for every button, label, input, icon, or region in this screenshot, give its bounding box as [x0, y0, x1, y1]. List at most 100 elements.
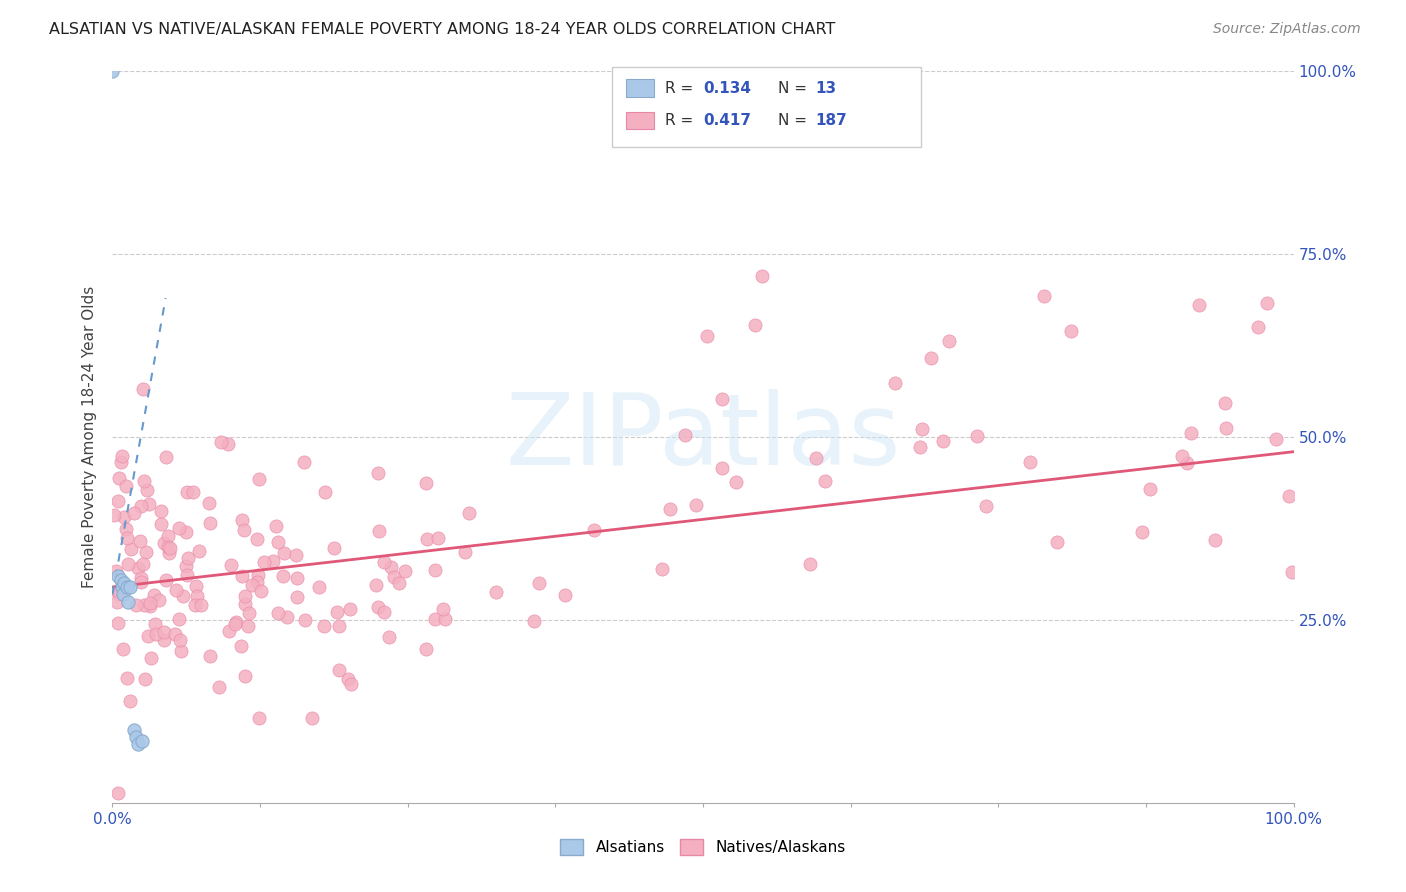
- Point: [120, 580, 142, 594]
- Point: [380, 560, 402, 574]
- Point: [117, 558, 139, 572]
- Point: [751, 269, 773, 284]
- Point: [415, 475, 437, 490]
- Point: [174, 525, 197, 540]
- Point: [938, 334, 960, 349]
- Point: [427, 531, 450, 545]
- Point: [1215, 395, 1237, 409]
- Point: [105, 595, 128, 609]
- Point: [710, 460, 733, 475]
- Point: [651, 562, 673, 576]
- Text: R =: R =: [665, 81, 699, 95]
- Point: [685, 498, 707, 512]
- Point: [285, 590, 308, 604]
- Point: [246, 533, 269, 547]
- Point: [1060, 324, 1083, 338]
- Point: [153, 536, 176, 550]
- Point: [153, 624, 176, 639]
- Point: [231, 513, 253, 527]
- Point: [145, 627, 167, 641]
- Point: [696, 328, 718, 343]
- Point: [218, 624, 240, 638]
- Point: [104, 565, 127, 579]
- Point: [423, 563, 446, 577]
- Point: [198, 516, 221, 531]
- Point: [165, 583, 187, 598]
- Point: [932, 434, 955, 448]
- Point: [1033, 289, 1056, 303]
- Point: [139, 596, 162, 610]
- Point: [367, 600, 389, 615]
- Point: [423, 612, 446, 626]
- Point: [911, 422, 934, 436]
- Point: [186, 590, 208, 604]
- Point: [301, 711, 323, 725]
- Point: [1019, 455, 1042, 469]
- Text: Source: ZipAtlas.com: Source: ZipAtlas.com: [1213, 22, 1361, 37]
- Legend: Alsatians, Natives/Alaskans: Alsatians, Natives/Alaskans: [554, 833, 852, 861]
- Point: [112, 587, 135, 601]
- Point: [132, 474, 155, 488]
- Point: [224, 617, 246, 632]
- Point: [1170, 449, 1192, 463]
- Point: [188, 544, 211, 558]
- Point: [105, 584, 128, 599]
- Point: [132, 557, 155, 571]
- Point: [554, 588, 576, 602]
- Point: [217, 436, 239, 450]
- Point: [264, 519, 287, 533]
- Point: [225, 615, 247, 629]
- Point: [107, 587, 129, 601]
- Point: [117, 594, 139, 608]
- Text: ZIPatlas: ZIPatlas: [505, 389, 901, 485]
- Point: [136, 483, 159, 498]
- Point: [1264, 432, 1286, 446]
- Point: [336, 672, 359, 686]
- Point: [1175, 457, 1198, 471]
- Point: [966, 428, 988, 442]
- Point: [1281, 565, 1303, 579]
- Point: [110, 455, 132, 469]
- Point: [142, 588, 165, 602]
- Point: [271, 569, 294, 583]
- Y-axis label: Female Poverty Among 18-24 Year Olds: Female Poverty Among 18-24 Year Olds: [82, 286, 97, 588]
- Point: [149, 517, 172, 532]
- Point: [294, 614, 316, 628]
- Point: [177, 551, 200, 566]
- Point: [433, 612, 456, 626]
- Point: [659, 501, 682, 516]
- Point: [170, 643, 193, 657]
- Point: [129, 499, 152, 513]
- Point: [908, 440, 931, 454]
- Point: [340, 677, 363, 691]
- Point: [1139, 482, 1161, 496]
- Point: [143, 617, 166, 632]
- Point: [253, 555, 276, 569]
- Point: [285, 548, 308, 562]
- Point: [111, 450, 134, 464]
- Point: [169, 633, 191, 648]
- Point: [163, 627, 186, 641]
- Point: [1188, 298, 1211, 312]
- Point: [176, 485, 198, 500]
- Point: [920, 351, 942, 365]
- Point: [107, 493, 129, 508]
- Point: [711, 392, 734, 407]
- Point: [127, 737, 149, 751]
- Point: [233, 669, 256, 683]
- Point: [125, 599, 148, 613]
- Point: [1215, 420, 1237, 434]
- Point: [247, 568, 270, 582]
- Point: [232, 523, 254, 537]
- Point: [197, 495, 219, 509]
- Point: [1247, 319, 1270, 334]
- Point: [1204, 533, 1226, 547]
- Point: [132, 598, 155, 612]
- Point: [485, 585, 508, 599]
- Point: [233, 589, 256, 603]
- Point: [118, 694, 141, 708]
- Point: [129, 574, 152, 589]
- Point: [527, 575, 550, 590]
- Point: [115, 522, 138, 536]
- Point: [799, 557, 821, 571]
